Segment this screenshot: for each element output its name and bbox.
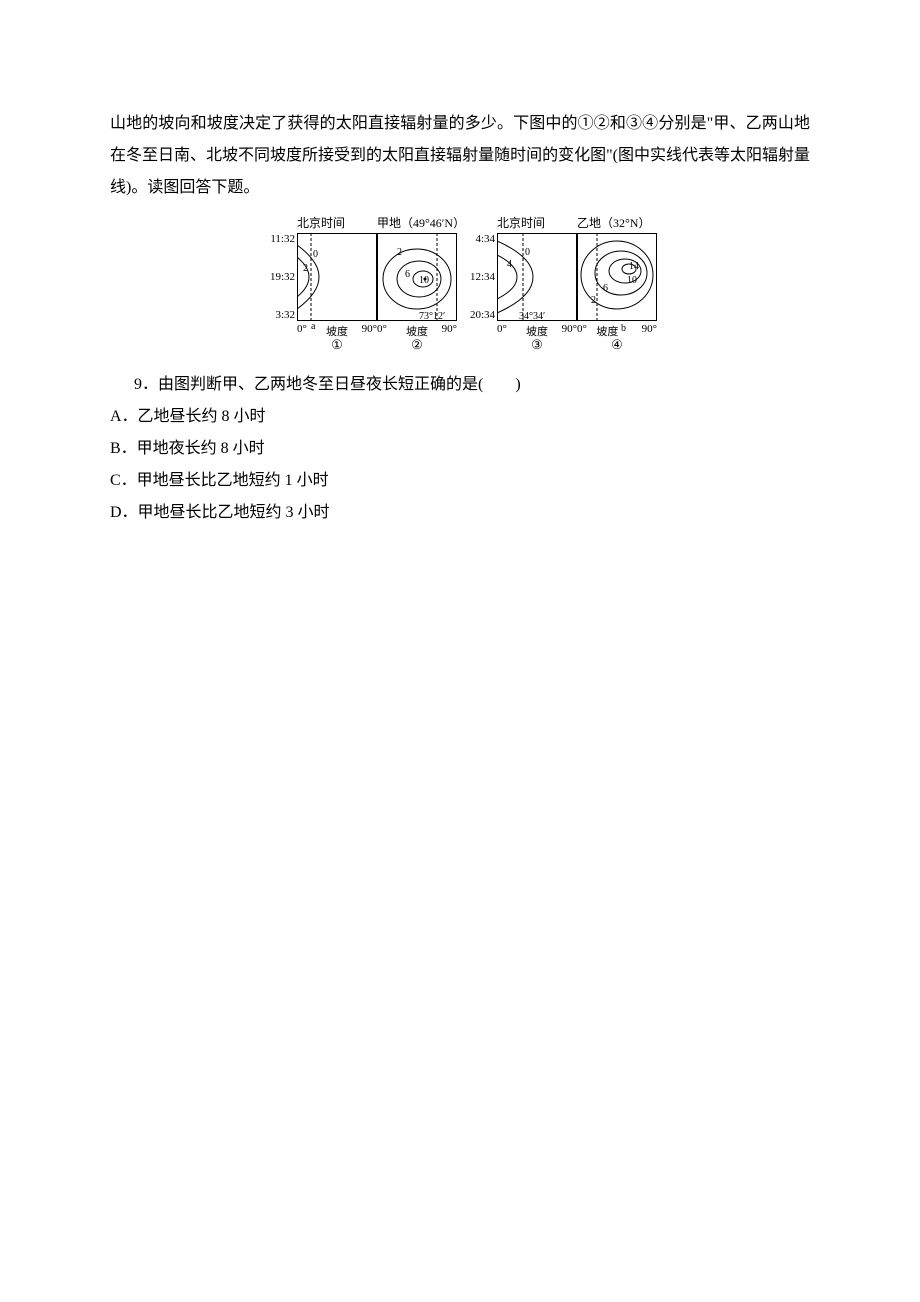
xaxis-label: 坡度: [406, 323, 428, 339]
xaxis-label: 坡度: [596, 323, 618, 339]
header-beijing-left: 北京时间: [297, 214, 377, 231]
contour-label: 2: [397, 247, 402, 258]
xtick: 0°: [297, 323, 307, 335]
contour-label: 10: [419, 275, 429, 286]
ytick: 11:32: [270, 233, 295, 245]
contour-label: 14: [629, 261, 639, 272]
panel-num-2: ②: [377, 337, 457, 353]
panel-num-3: ③: [497, 337, 577, 353]
xtick-a: a: [311, 321, 315, 332]
panel-2: 2 6 10: [377, 233, 457, 321]
contour-label: 2: [591, 295, 596, 306]
yaxis-jia: 11:32 19:32 3:32: [263, 233, 297, 321]
option-d[interactable]: D．甲地昼长比乙地短约 3 小时: [110, 497, 810, 529]
intro-text: 山地的坡向和坡度决定了获得的太阳直接辐射量的多少。下图中的①②和③④分别是"甲、…: [110, 108, 810, 204]
xaxis-4: 0° 坡度 b 90°: [577, 323, 657, 335]
panel-3: 0 4: [497, 233, 577, 321]
figure-inner: 北京时间 甲地（49°46′N） 11:32 19:32 3:32: [263, 214, 657, 353]
panel-4: 2 6 10 14: [577, 233, 657, 321]
top-labels-jia: 北京时间 甲地（49°46′N）: [263, 214, 457, 231]
question-number: 9．: [134, 376, 158, 393]
xtick: 90°: [562, 323, 577, 335]
xtick-sub: 73°12′: [419, 311, 445, 322]
panel-num-4: ④: [577, 337, 657, 353]
header-yi: 乙地（32°N）: [577, 214, 657, 231]
xtick: 90°: [442, 323, 457, 335]
xtick: 90°: [642, 323, 657, 335]
header-beijing-right: 北京时间: [497, 214, 577, 231]
ytick: 3:32: [275, 309, 295, 321]
option-b[interactable]: B．甲地夜长约 8 小时: [110, 433, 810, 465]
xtick: 90°: [362, 323, 377, 335]
xaxis-label: 坡度: [526, 323, 548, 339]
header-jia: 甲地（49°46′N）: [377, 214, 457, 231]
contour-label: 4: [507, 259, 512, 270]
ytick: 20:34: [470, 309, 495, 321]
contour-label: 6: [603, 283, 608, 294]
contour-label: 0: [525, 247, 530, 258]
option-c[interactable]: C．甲地昼长比乙地短约 1 小时: [110, 465, 810, 497]
figure-container: 北京时间 甲地（49°46′N） 11:32 19:32 3:32: [110, 214, 810, 353]
contour-label: 0: [313, 249, 318, 260]
xtick: 0°: [497, 323, 507, 335]
xaxis-1: 0° a 坡度 90°: [297, 323, 377, 335]
xtick-sub: 34°34′: [519, 311, 545, 322]
xtick: 0°: [377, 323, 387, 335]
option-a[interactable]: A．乙地昼长约 8 小时: [110, 401, 810, 433]
xtick: 0°: [577, 323, 587, 335]
contour-label: 6: [405, 269, 410, 280]
top-labels-yi: 北京时间 乙地（32°N）: [463, 214, 657, 231]
panel-num-1: ①: [297, 337, 377, 353]
xtick-b: b: [621, 323, 626, 334]
yaxis-yi: 4:34 12:34 20:34: [463, 233, 497, 321]
contour-label: 2: [303, 263, 308, 274]
group-jia: 北京时间 甲地（49°46′N） 11:32 19:32 3:32: [263, 214, 457, 353]
ytick: 4:34: [475, 233, 495, 245]
contour-label: 10: [627, 275, 637, 286]
xaxis-3: 0° 34°34′ 坡度 90°: [497, 323, 577, 335]
group-yi: 北京时间 乙地（32°N） 4:34 12:34 20:34: [463, 214, 657, 353]
ytick: 12:34: [470, 271, 495, 283]
xaxis-2: 0° 坡度 73°12′ 90°: [377, 323, 457, 335]
xaxis-label: 坡度: [326, 323, 348, 339]
question-stem: 9．由图判断甲、乙两地冬至日昼夜长短正确的是( ): [110, 369, 810, 401]
panel-1: 0 2: [297, 233, 377, 321]
question-text: 由图判断甲、乙两地冬至日昼夜长短正确的是( ): [158, 376, 521, 393]
ytick: 19:32: [270, 271, 295, 283]
